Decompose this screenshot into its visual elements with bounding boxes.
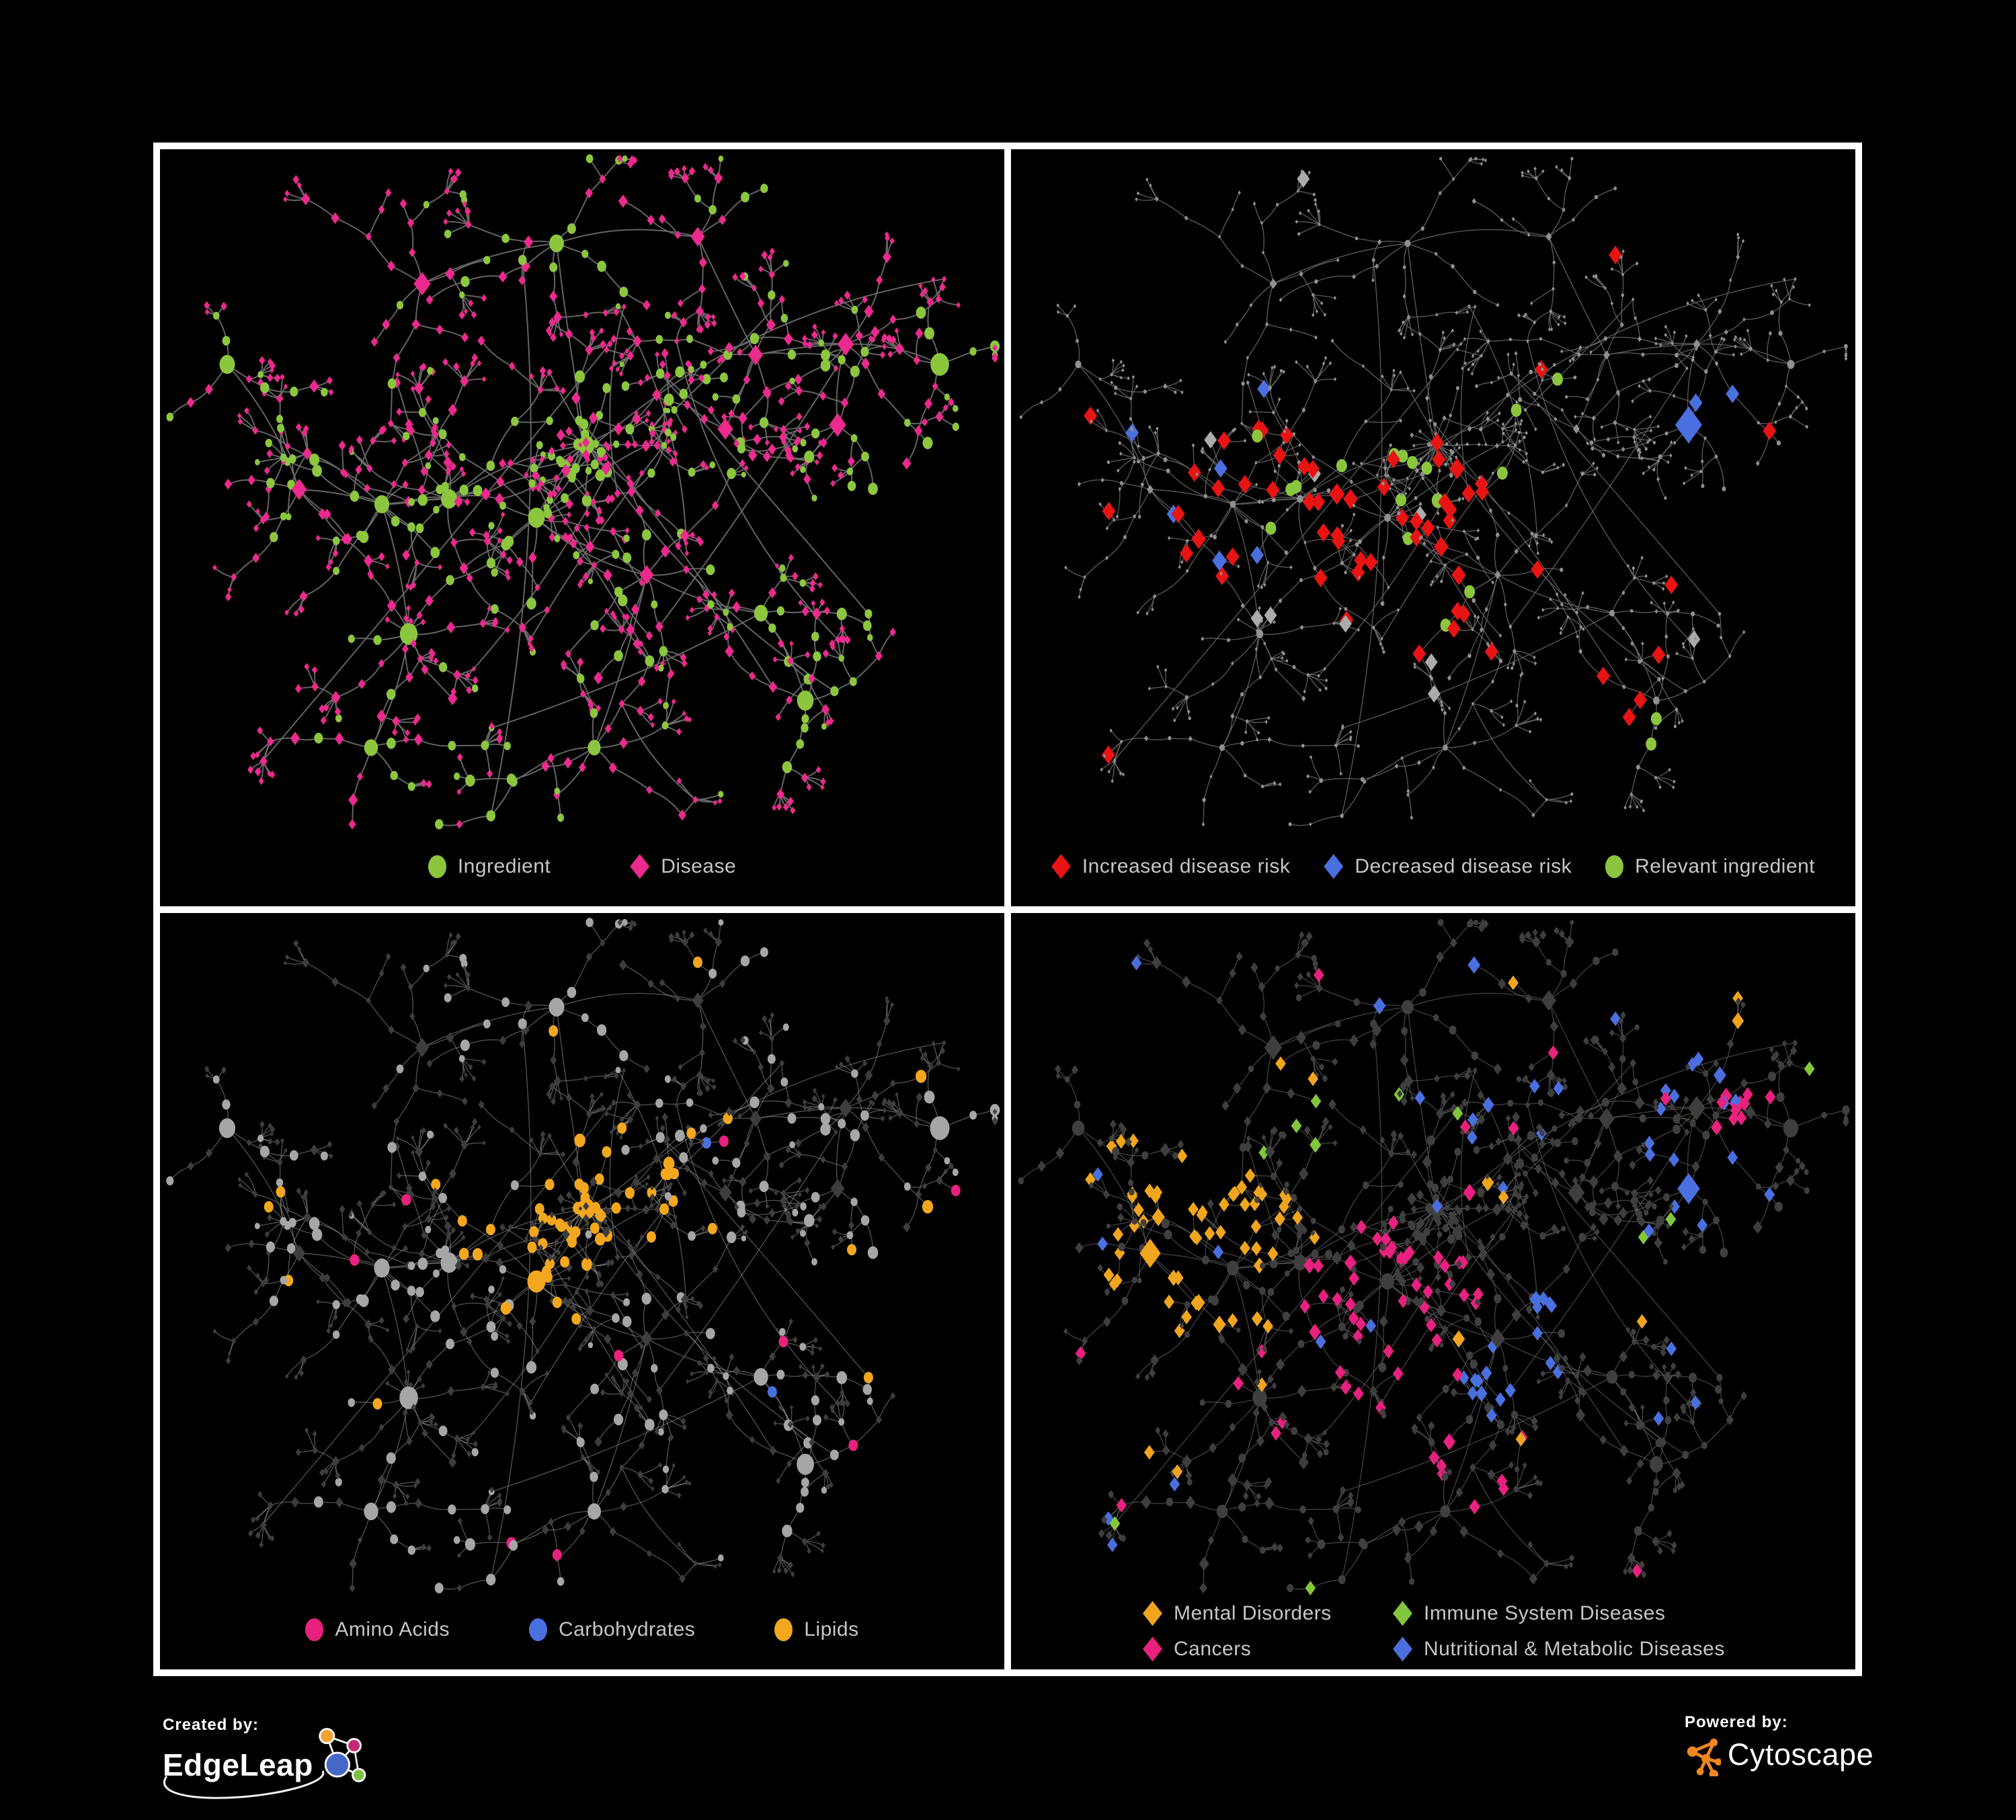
legend-marker-diamond-icon [1143, 1636, 1162, 1662]
powered-by-label: Powered by: [1685, 1713, 1788, 1731]
network-nutrient-classes [166, 917, 1000, 1593]
legend-marker-circle-icon [1605, 855, 1624, 878]
legend-label: Disease [661, 855, 737, 877]
created-by-branding: Created by: EdgeLeap [163, 1716, 370, 1799]
cytoscape-network-icon [1687, 1738, 1721, 1776]
legend-marker-diamond-icon [1143, 1601, 1162, 1626]
legend-label: Cancers [1174, 1637, 1252, 1660]
legend-item: Relevant ingredient [1605, 855, 1815, 878]
legend-item: Decreased disease risk [1324, 854, 1572, 879]
legend-item: Cancers [1143, 1636, 1393, 1662]
legend-item: Nutritional & Metabolic Diseases [1393, 1636, 1725, 1662]
legend-label: Ingredient [457, 855, 551, 877]
legend-disease-risk: Increased disease risk Decreased disease … [1011, 835, 1855, 906]
legend-item: Mental Disorders [1143, 1601, 1393, 1626]
cytoscape-wordmark: Cytoscape [1728, 1737, 1874, 1772]
edgeleap-logo: EdgeLeap [163, 1728, 370, 1799]
cytoscape-logo: Cytoscape [1685, 1735, 1873, 1776]
panel-disease-categories: Mental Disorders Immune System Diseases Ca… [1011, 912, 1855, 1670]
legend-marker-diamond-icon [630, 854, 650, 879]
edgeleap-swoosh-icon [163, 1770, 325, 1799]
legend-item: Ingredient [428, 855, 551, 878]
edgeleap-network-icon [319, 1728, 366, 1782]
four-panel-grid: Ingredient Disease Increased disease risk… [153, 143, 1862, 1676]
legend-label: Immune System Diseases [1424, 1601, 1666, 1624]
edgeleap-wordmark: EdgeLeap [163, 1747, 313, 1782]
network-ingredient-disease [166, 154, 1000, 830]
created-by-label: Created by: [163, 1716, 259, 1734]
legend-marker-circle-icon [528, 1618, 547, 1642]
legend-item: Carbohydrates [528, 1618, 696, 1642]
network-disease-categories [1018, 918, 1850, 1595]
panel-ingredient-disease: Ingredient Disease [160, 149, 1004, 906]
powered-by-branding: Powered by: [1685, 1713, 1873, 1776]
panel-nutrient-classes: Amino Acids Carbohydrates Lipids [160, 912, 1004, 1670]
legend-label: Nutritional & Metabolic Diseases [1424, 1637, 1725, 1660]
legend-marker-diamond-icon [1393, 1601, 1412, 1626]
legend-disease-categories: Mental Disorders Immune System Diseases Ca… [1011, 1599, 1855, 1670]
legend-label: Amino Acids [335, 1618, 450, 1641]
legend-label: Increased disease risk [1082, 855, 1291, 877]
legend-label: Mental Disorders [1174, 1601, 1332, 1624]
legend-marker-circle-icon [774, 1618, 793, 1642]
legend-marker-diamond-icon [1393, 1636, 1412, 1662]
network-disease-risk [1019, 157, 1848, 827]
legend-label: Relevant ingredient [1635, 855, 1816, 877]
legend-item: Immune System Diseases [1393, 1601, 1725, 1626]
legend-item: Increased disease risk [1051, 854, 1290, 879]
legend-label: Decreased disease risk [1355, 855, 1572, 877]
legend-marker-diamond-icon [1324, 854, 1344, 879]
panel-disease-risk: Increased disease risk Decreased disease … [1011, 149, 1855, 906]
legend-nutrient-classes: Amino Acids Carbohydrates Lipids [160, 1599, 1004, 1670]
legend-marker-diamond-icon [1051, 854, 1071, 879]
legend-item: Amino Acids [305, 1618, 450, 1642]
legend-ingredient-disease: Ingredient Disease [160, 835, 1004, 906]
legend-label: Lipids [804, 1618, 859, 1641]
legend-item: Lipids [774, 1618, 859, 1642]
legend-item: Disease [630, 854, 736, 879]
legend-marker-circle-icon [428, 855, 446, 878]
legend-marker-circle-icon [305, 1618, 324, 1642]
legend-label: Carbohydrates [558, 1618, 696, 1641]
